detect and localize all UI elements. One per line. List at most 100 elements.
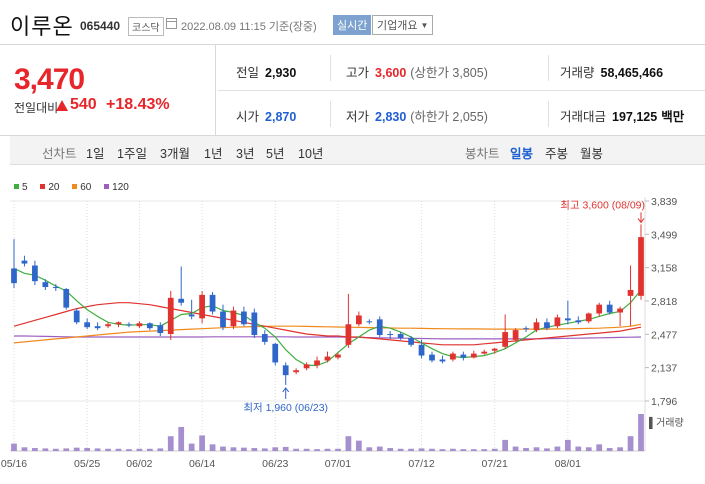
volume-bar [272,447,279,451]
candle-monthly[interactable]: 월봉 [580,147,604,161]
stat-trade-amount: 거래대금 197,125 백만 [560,106,684,125]
x-tick-label: 05/16 [1,458,27,470]
y-tick-label: 3,499 [651,229,677,241]
y-tick-label: 3,839 [651,196,677,208]
candle-body [241,311,247,325]
candle-body [220,311,226,328]
legend-swatch [14,184,19,189]
candle-weekly[interactable]: 주봉 [545,147,569,161]
chart-legend: 5 20 60 120 [14,182,139,193]
volume-bar [481,449,488,451]
volume-bar [261,448,268,451]
candle-daily[interactable]: 일봉 [510,147,534,161]
stat-label: 저가 [346,110,370,124]
chevron-down-icon: ▼ [420,21,429,30]
volume-bar [63,448,70,451]
volume-bar [355,440,362,451]
candle-body [397,334,404,338]
stat-value: 2,830 [375,110,407,124]
volume-bar [523,448,529,451]
volume-bar [397,448,404,451]
volume-label: ▌거래량 [649,416,684,430]
period-1w[interactable]: 1주일 [117,147,147,161]
quote-basis: 기준(장중) [268,21,317,33]
candle-body [261,334,268,342]
candle-body [481,351,488,354]
legend-label: 5 [22,182,28,193]
candle-body [408,337,414,345]
volume-bar [52,448,59,451]
volume-bar [167,436,174,451]
volume-bar [94,448,101,451]
stat-unit: 백만 [661,110,685,124]
candle-body [585,313,592,322]
stat-value: 2,870 [265,110,297,124]
candle-body [199,294,205,319]
volume-bar [241,447,247,451]
legend-swatch [104,184,110,189]
candle-body [606,304,613,313]
volume-bar [470,449,477,451]
candle-body [11,268,17,284]
period-1d[interactable]: 1일 [86,147,105,161]
company-overview-dropdown[interactable]: 기업개요 ▼ [372,15,434,35]
x-tick-label: 06/23 [262,458,288,470]
stock-code: 065440 [80,19,121,33]
period-3y[interactable]: 3년 [236,147,255,161]
volume-bar [115,448,122,451]
candle-body [366,321,373,323]
period-1y[interactable]: 1년 [204,147,223,161]
volume-bar [554,446,561,451]
stat-label: 거래량 [560,66,595,80]
legend-label: 20 [48,182,60,193]
volume-bar [439,449,446,451]
volume-bar [429,448,435,451]
ma5-line [13,267,642,366]
stats-divider [330,101,331,127]
period-5y[interactable]: 5년 [266,147,285,161]
current-price-box: 3,470 전일대비 540 +18.43% [0,45,216,135]
price-panel: 3,470 전일대비 540 +18.43% 전일 2,930 고가 3,600 (상… [0,44,705,136]
stat-low: 저가 2,830 (하한가 2,055) [346,106,488,125]
candle-body [627,289,634,296]
candle-body [596,304,603,314]
candle-body [439,359,446,362]
chart-canvas[interactable]: 3,839 3,499 3,158 2,818 2,477 2,137 1,796 05/16… [0,165,705,484]
candle-body [460,354,467,358]
candle-body [73,310,80,323]
volume-bar [21,447,28,451]
volume-bar [105,448,111,451]
stat-value: 2,930 [265,66,297,80]
period-bar: 선차트 1일 1주일 3개월 1년 3년 5년 10년 봉차트 일봉 주봉 월봉 [10,136,705,165]
legend-ma20: 20 [40,182,59,193]
legend-ma120: 120 [104,182,129,193]
volume-bar [408,448,414,451]
candle-body [355,315,362,325]
candle-body [575,320,582,323]
volume-bar [627,436,634,451]
stat-value: 58,465,466 [600,66,664,80]
volume-bar [32,448,38,451]
stat-label: 전일 [236,66,260,80]
x-tick-label: 07/21 [482,458,508,470]
legend-swatch [72,184,78,189]
stats-divider [330,55,331,81]
period-3m[interactable]: 3개월 [160,147,190,161]
candle-body [188,314,195,317]
y-tick-label: 3,158 [651,263,677,275]
candle-body [42,282,49,288]
current-price: 3,470 [14,63,85,96]
candle-body [251,312,258,336]
candle-body [115,322,122,325]
period-10y[interactable]: 10년 [298,147,324,161]
candle-body [32,265,38,282]
volume-bar [324,448,331,451]
candle-body [345,324,352,345]
candle-body [84,322,91,328]
realtime-button[interactable]: 실시간 [333,15,372,35]
y-tick-label: 2,137 [651,363,677,375]
legend-ma60: 60 [72,182,91,193]
volume-bar [544,448,550,451]
volume-bar [512,446,519,451]
x-tick-label: 06/14 [189,458,215,470]
